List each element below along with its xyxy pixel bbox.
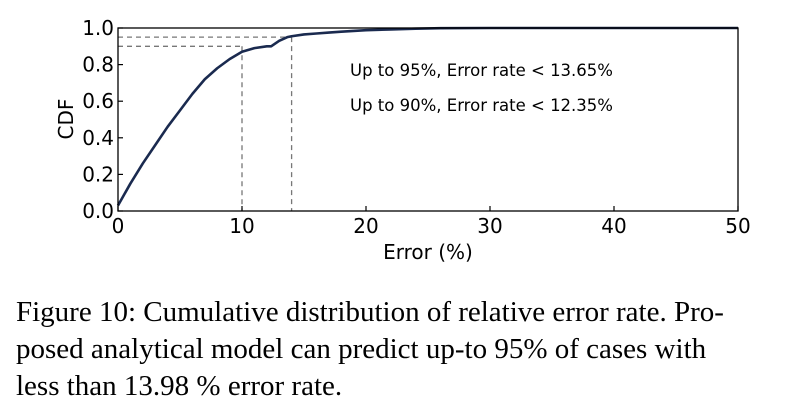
y-axis: 0.0 0.2 0.4 0.6 0.8 1.0	[82, 16, 123, 223]
x-tick-label: 0	[112, 214, 125, 238]
caption-line: less than 13.98 % error rate.	[16, 370, 343, 402]
y-tick-label: 0.6	[82, 89, 114, 113]
cdf-chart: 0 10 20 30 40 50 0.0 0.2 0.4 0.6 0.8 1.0 Error (%)…	[54, 16, 751, 264]
caption-line: posed analytical model can predict up-to…	[16, 333, 707, 365]
y-tick-label: 0.2	[82, 162, 114, 186]
x-axis-label: Error (%)	[383, 240, 473, 264]
caption-line: Figure 10: Cumulative distribution of re…	[16, 296, 724, 328]
figure-caption: Figure 10: Cumulative distribution of re…	[16, 294, 796, 405]
x-axis: 0 10 20 30 40 50	[112, 206, 751, 238]
y-axis-label: CDF	[54, 99, 78, 140]
y-tick-label: 0.0	[82, 199, 114, 223]
x-tick-label: 20	[353, 214, 378, 238]
x-tick-label: 10	[229, 214, 254, 238]
reference-lines	[118, 36, 293, 211]
plot-frame	[117, 27, 739, 212]
cdf-series-line-0	[116, 26, 738, 207]
annotation-95: Up to 95%, Error rate < 13.65%	[350, 61, 613, 80]
series-layer	[116, 26, 738, 207]
x-tick-label: 30	[477, 214, 502, 238]
y-tick-label: 1.0	[82, 16, 114, 40]
y-tick-label: 0.8	[82, 53, 114, 77]
x-tick-label: 50	[725, 214, 750, 238]
y-tick-label: 0.4	[82, 126, 114, 150]
x-tick-label: 40	[601, 214, 626, 238]
annotation-90: Up to 90%, Error rate < 12.35%	[350, 96, 613, 115]
